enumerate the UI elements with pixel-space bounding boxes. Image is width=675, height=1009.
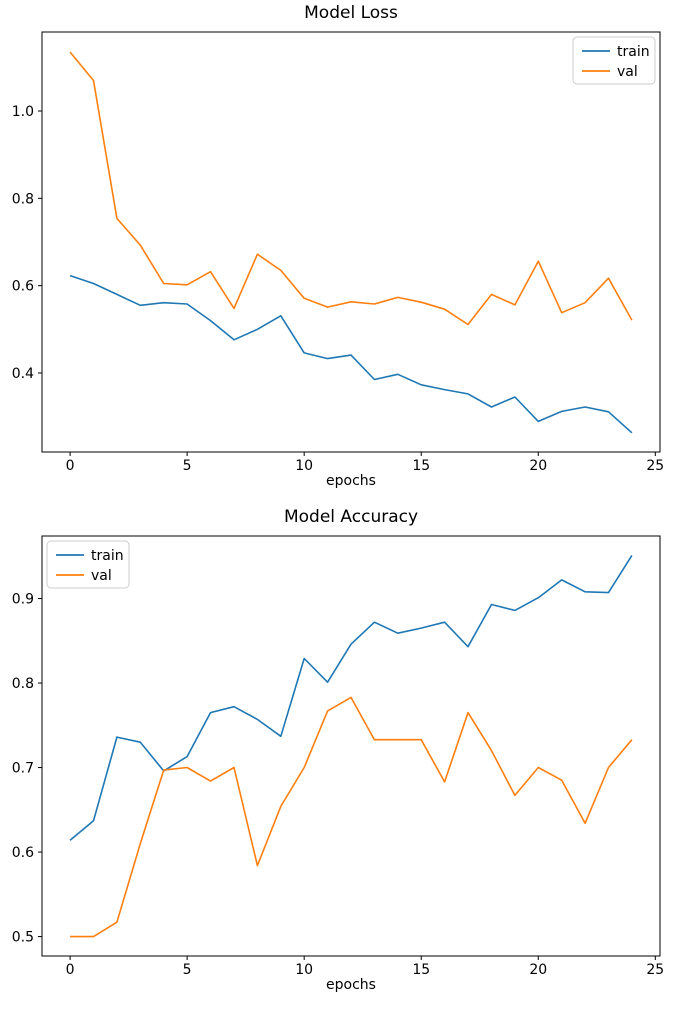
- legend-label-val: val: [91, 568, 112, 584]
- series-val-line: [69, 51, 633, 326]
- legend: train val: [46, 540, 130, 589]
- y-tick-label: 0.6: [12, 845, 34, 861]
- x-tick-label: 10: [295, 458, 313, 474]
- x-tick-label: 15: [412, 458, 430, 474]
- loss-chart: Model Loss 0 5 10 15 20 25 0.4 0.6 0.8 1.0 train va…: [12, 3, 664, 489]
- y-tick-label: 0.7: [12, 761, 34, 777]
- x-tick-label: 20: [529, 458, 547, 474]
- x-axis-label: epochs: [326, 473, 376, 489]
- legend-label-train: train: [617, 44, 650, 60]
- series-train-line: [69, 274, 633, 434]
- x-tick-label: 25: [646, 458, 664, 474]
- x-tick-label: 25: [646, 962, 664, 978]
- x-tick-label: 0: [66, 962, 75, 978]
- plot-frame: [41, 535, 661, 957]
- x-tick-label: 5: [183, 962, 192, 978]
- x-axis-label: epochs: [326, 977, 376, 993]
- series-val-line: [70, 696, 633, 938]
- y-tick-label: 1.0: [12, 104, 34, 120]
- legend-label-val: val: [617, 64, 638, 80]
- y-tick-label: 0.6: [12, 279, 34, 295]
- legend: train val: [572, 36, 656, 85]
- y-tick-label: 0.5: [12, 930, 34, 946]
- loss-chart-canvas: 0 5 10 15 20 25 0.4 0.6 0.8 1.0 train val: [12, 31, 664, 474]
- accuracy-chart-canvas: 0 5 10 15 20 25 0.5 0.6 0.7 0.8 0.9 train val: [12, 535, 664, 978]
- x-tick-label: 15: [412, 962, 430, 978]
- y-tick-label: 0.8: [12, 676, 34, 692]
- x-tick-label: 10: [295, 962, 313, 978]
- legend-box: [46, 540, 130, 589]
- chart-title: Model Accuracy: [283, 507, 419, 527]
- x-tick-label: 20: [529, 962, 547, 978]
- chart-title: Model Loss: [304, 3, 398, 23]
- y-tick-label: 0.8: [12, 191, 34, 207]
- accuracy-chart: Model Accuracy 0 5 10 15 20 25 0.5 0.6 0.7 0.8 0.9…: [0, 504, 675, 1009]
- x-tick-label: 5: [183, 458, 192, 474]
- y-tick-label: 0.9: [12, 592, 34, 608]
- legend-label-train: train: [91, 548, 124, 564]
- legend-box: [572, 36, 656, 85]
- x-tick-label: 0: [66, 458, 75, 474]
- plot-frame: [41, 31, 661, 453]
- y-tick-label: 0.4: [12, 366, 34, 382]
